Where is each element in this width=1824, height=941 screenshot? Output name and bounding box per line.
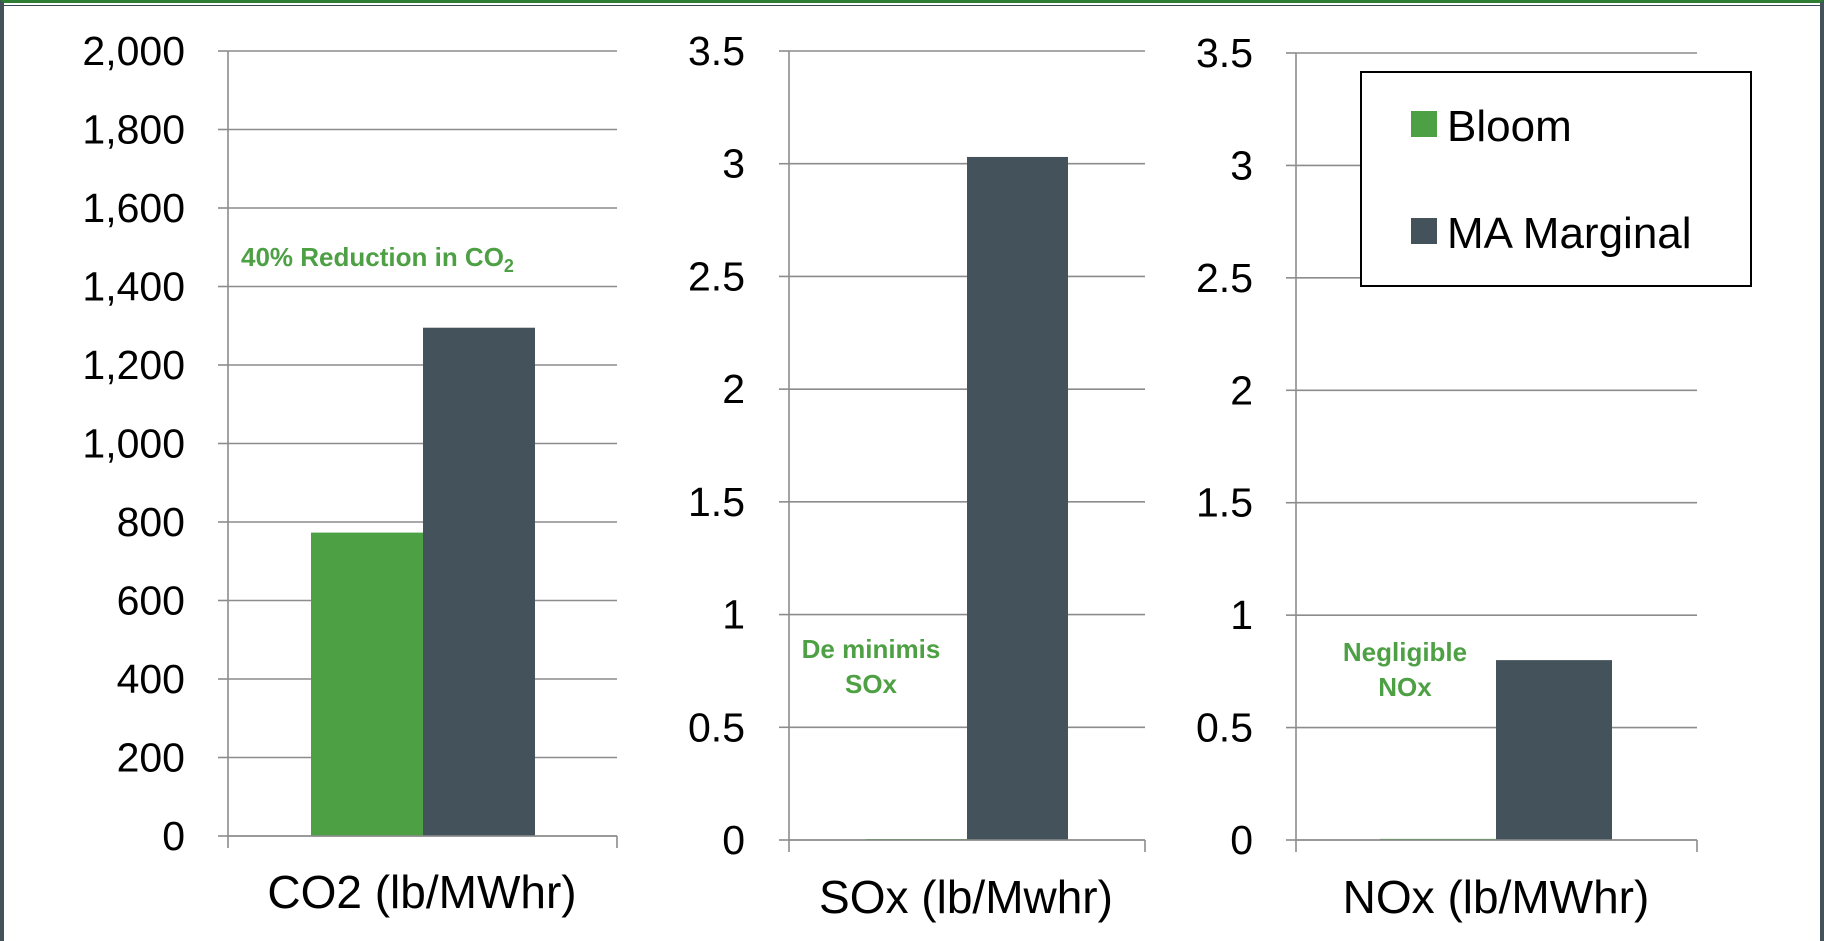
legend-label: MA Marginal xyxy=(1447,209,1692,258)
sox-annotation-line: SOx xyxy=(845,669,898,699)
y-tick-label: 0.5 xyxy=(688,704,745,750)
y-tick-label: 1.5 xyxy=(1196,480,1253,526)
sox-annotation-line: De minimis xyxy=(802,634,941,664)
y-tick-label: 2.5 xyxy=(688,253,745,299)
y-tick-label: 2.5 xyxy=(1196,255,1253,301)
bar-ma-marginal xyxy=(1496,660,1612,840)
x-axis-label: SOx (lb/Mwhr) xyxy=(819,871,1113,923)
x-axis-label: NOx (lb/MWhr) xyxy=(1343,871,1650,923)
nox-annotation-line: Negligible xyxy=(1343,637,1467,667)
legend-box xyxy=(1360,71,1752,287)
nox-annotation-line: NOx xyxy=(1378,672,1432,702)
co2-reduction-annotation: 40% Reduction in CO2 xyxy=(241,242,514,276)
y-tick-label: 3.5 xyxy=(1196,30,1253,76)
y-tick-label: 1,400 xyxy=(82,264,185,310)
y-tick-label: 600 xyxy=(117,578,185,624)
y-tick-label: 800 xyxy=(117,499,185,545)
legend-swatch xyxy=(1411,218,1437,244)
y-tick-label: 1,000 xyxy=(82,421,185,467)
y-tick-label: 3 xyxy=(1230,142,1253,188)
y-tick-label: 3.5 xyxy=(688,28,745,74)
legend-swatch xyxy=(1411,111,1437,137)
y-tick-label: 2 xyxy=(1230,367,1253,413)
bar-ma-marginal xyxy=(423,327,535,836)
y-tick-label: 400 xyxy=(117,656,185,702)
bar-ma-marginal xyxy=(967,156,1068,841)
y-tick-label: 2,000 xyxy=(82,28,185,74)
bar-bloom xyxy=(311,532,423,836)
y-tick-label: 1,600 xyxy=(82,185,185,231)
y-tick-label: 0 xyxy=(162,813,185,859)
y-tick-label: 1 xyxy=(1230,592,1253,638)
y-tick-label: 1 xyxy=(722,592,745,638)
y-tick-label: 1,200 xyxy=(82,342,185,388)
frame-inner-line xyxy=(4,5,1820,6)
y-tick-label: 1,800 xyxy=(82,107,185,153)
y-tick-label: 1.5 xyxy=(688,479,745,525)
legend-label: Bloom xyxy=(1447,102,1572,151)
x-axis-label: CO2 (lb/MWhr) xyxy=(267,866,576,918)
y-tick-label: 2 xyxy=(722,366,745,412)
y-tick-label: 0 xyxy=(1230,817,1253,863)
y-tick-label: 3 xyxy=(722,141,745,187)
y-tick-label: 0 xyxy=(722,817,745,863)
y-tick-label: 0.5 xyxy=(1196,705,1253,751)
y-tick-label: 200 xyxy=(117,735,185,781)
